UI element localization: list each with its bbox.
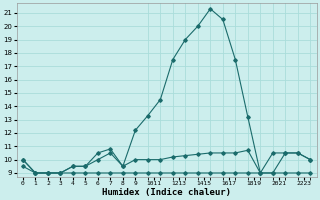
X-axis label: Humidex (Indice chaleur): Humidex (Indice chaleur) <box>102 188 231 197</box>
